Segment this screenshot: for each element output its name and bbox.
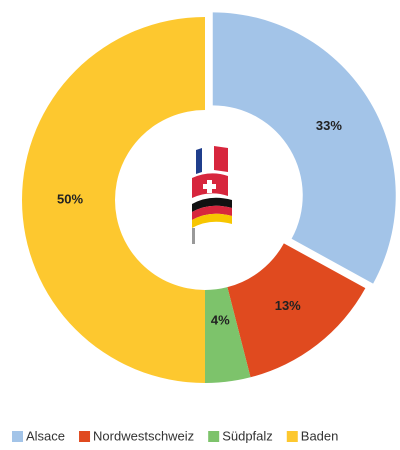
legend-swatch — [12, 431, 23, 442]
flag-icon — [192, 146, 232, 244]
legend-label: Nordwestschweiz — [93, 428, 194, 443]
donut-slice — [227, 243, 366, 378]
legend-label: Alsace — [26, 428, 65, 443]
legend-label: Südpfalz — [222, 428, 273, 443]
value-label: 4% — [211, 312, 230, 327]
donut-slice — [212, 12, 396, 284]
legend-swatch — [208, 431, 220, 442]
legend-swatch — [79, 431, 91, 442]
legend-swatch — [286, 431, 298, 442]
value-label: 50% — [57, 191, 83, 206]
donut-slice — [205, 287, 251, 383]
legend-label: Baden — [301, 428, 339, 443]
donut-slice — [22, 17, 205, 383]
value-label: 13% — [275, 298, 301, 313]
value-label: 33% — [316, 118, 342, 133]
